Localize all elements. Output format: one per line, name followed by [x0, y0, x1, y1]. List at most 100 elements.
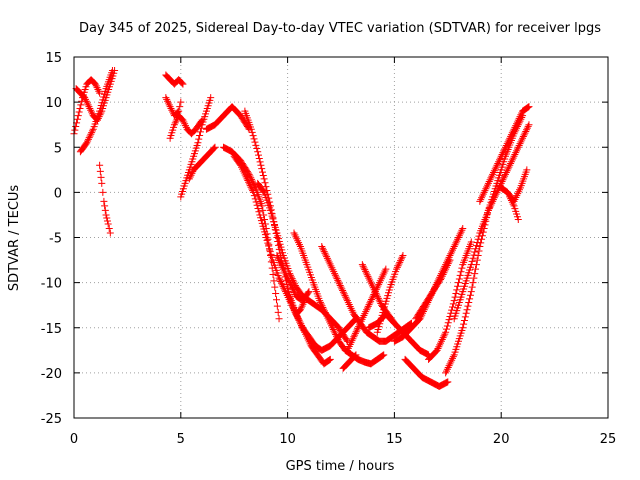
data-point-interp [277, 260, 285, 268]
data-point-interp [434, 345, 442, 353]
data-point [318, 243, 326, 251]
data-point-interp [505, 163, 513, 171]
data-point [393, 265, 401, 273]
data-point-interp [517, 111, 525, 119]
data-point-interp [320, 305, 328, 313]
data-point [467, 238, 475, 246]
data-point-interp [318, 302, 326, 310]
data-point-interp [506, 134, 514, 142]
data-point-interp [513, 120, 521, 128]
data-point [476, 197, 484, 205]
data-point [258, 202, 266, 210]
data-point [363, 306, 371, 314]
data-point-interp [77, 101, 85, 109]
data-point-interp [290, 305, 298, 313]
data-point-interp [288, 284, 296, 292]
data-point-interp [244, 177, 252, 185]
y-tick-label: -15 [41, 322, 62, 337]
data-point [459, 224, 467, 232]
data-point [166, 103, 174, 111]
data-point-interp [88, 127, 96, 135]
data-point-interp [509, 154, 517, 162]
data-point-interp [468, 283, 476, 291]
data-point-interp [524, 103, 532, 111]
data-point [459, 324, 467, 332]
data-point-interp [246, 182, 254, 190]
data-point-interp [397, 255, 405, 263]
data-point-interp [446, 360, 454, 368]
data-point [446, 256, 454, 264]
data-point-interp [500, 147, 508, 155]
data-point-interp [471, 248, 479, 256]
data-point-interp [363, 271, 371, 279]
data-point [437, 274, 445, 282]
data-point-interp [445, 362, 453, 370]
data-point-interp [87, 106, 95, 114]
data-point-interp [377, 299, 385, 307]
data-point-interp [502, 141, 510, 149]
data-point [177, 98, 185, 106]
data-point-interp [477, 196, 485, 204]
series-track-01 [70, 76, 104, 138]
data-point-interp [291, 289, 299, 297]
series-track-12 [230, 152, 334, 368]
data-point [316, 297, 324, 305]
data-point-interp [322, 251, 330, 259]
data-point [96, 89, 104, 97]
data-point-interp [180, 118, 188, 126]
data-point-interp [325, 356, 333, 364]
data-point-interp [492, 163, 500, 171]
y-tick-label: -25 [41, 412, 62, 427]
data-point-interp [500, 174, 508, 182]
data-point-interp [435, 343, 443, 351]
data-point-interp [259, 171, 267, 179]
series-track-04 [96, 161, 114, 237]
series-track-29 [497, 166, 531, 205]
data-point-interp [249, 132, 257, 140]
data-point-interp [461, 313, 469, 321]
data-point-interp [275, 255, 283, 263]
data-point-interp [471, 270, 479, 278]
data-point-interp [95, 87, 103, 95]
data-point-interp [290, 287, 298, 295]
data-point-interp [499, 149, 507, 157]
data-point-interp [299, 300, 307, 308]
data-point [442, 369, 450, 377]
data-point-interp [261, 179, 269, 187]
data-point-interp [512, 149, 520, 157]
data-point-interp [272, 296, 280, 304]
data-point-interp [259, 187, 267, 195]
data-point-interp [483, 183, 491, 191]
data-point-interp [340, 290, 348, 298]
data-point [358, 261, 366, 269]
data-point-interp [465, 298, 473, 306]
data-point-interp [486, 176, 494, 184]
data-point-interp [448, 356, 456, 364]
data-marks [70, 67, 533, 390]
y-tick-label: 15 [45, 51, 62, 66]
series-track-08 [177, 94, 215, 201]
data-point-interp [367, 296, 375, 304]
data-point-interp [255, 208, 263, 216]
data-point [211, 143, 219, 151]
data-point-interp [376, 298, 384, 306]
series-track-28 [476, 103, 533, 205]
data-point-interp [448, 246, 456, 254]
data-point-interp [251, 138, 259, 146]
data-point-interp [255, 155, 263, 163]
data-point-interp [395, 260, 403, 268]
data-point-interp [298, 302, 306, 310]
data-point [514, 215, 522, 223]
data-point-interp [319, 303, 327, 311]
data-point [399, 252, 407, 260]
series-track-10 [202, 103, 253, 133]
data-point [352, 351, 360, 359]
data-point-interp [502, 169, 510, 177]
x-tick-label: 15 [386, 432, 403, 447]
data-point [296, 306, 304, 314]
data-point [96, 161, 104, 169]
data-point-interp [501, 145, 509, 153]
series-track-21 [373, 252, 407, 336]
data-point [331, 270, 339, 278]
series-track-19 [358, 261, 398, 327]
